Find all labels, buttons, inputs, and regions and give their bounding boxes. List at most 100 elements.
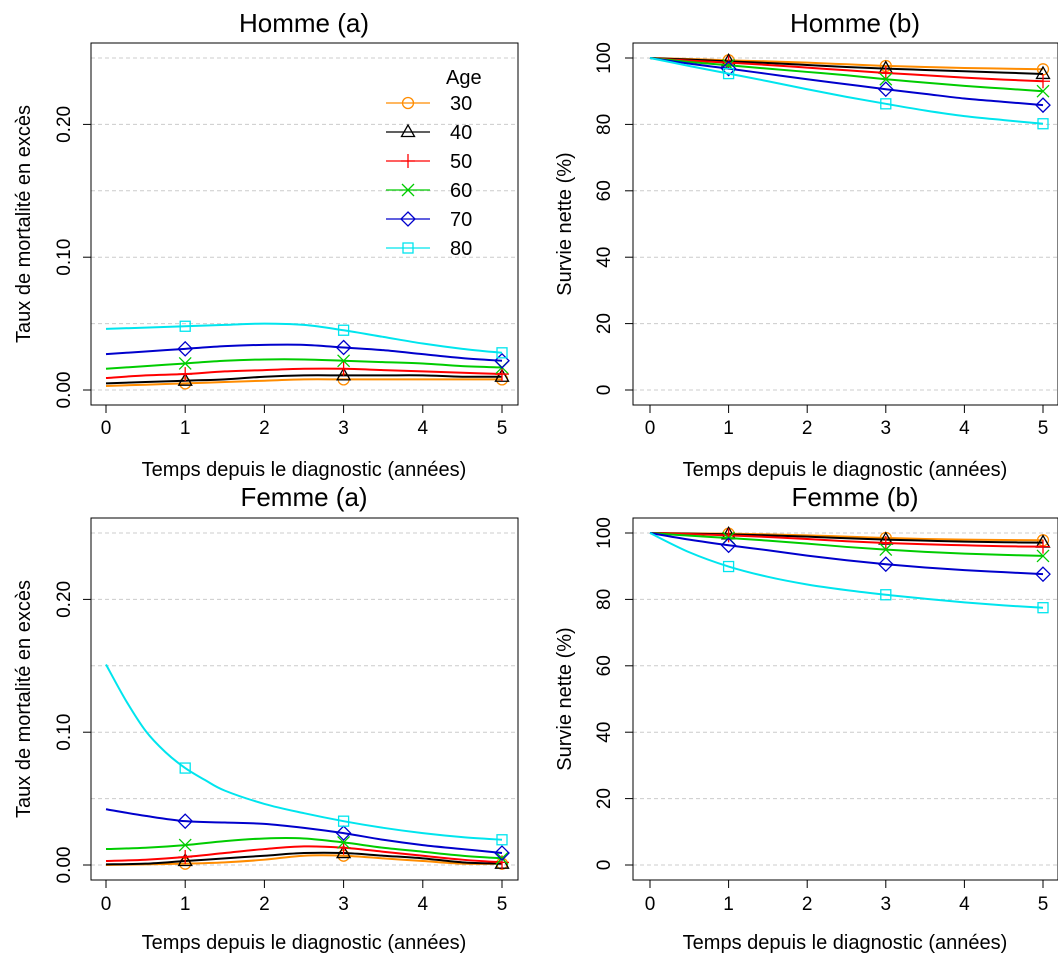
series-line [105, 845, 503, 864]
data-point-marker [1036, 84, 1050, 98]
series-70 [105, 808, 510, 861]
data-point-marker [1035, 97, 1051, 114]
data-point-marker [880, 589, 892, 601]
data-point-marker [179, 320, 191, 332]
data-point-marker [179, 762, 191, 774]
data-point-marker [177, 340, 194, 357]
x-tick-label: 5 [1038, 894, 1049, 915]
data-point-marker [335, 367, 352, 381]
series-line [649, 57, 1044, 75]
x-axis: 0 1 2 3 4 5 [101, 879, 508, 915]
data-point-marker [722, 560, 735, 573]
data-point-marker [177, 813, 194, 830]
x-tick-label: 0 [645, 894, 656, 915]
chart-title: Femme (a) [240, 482, 367, 512]
x-tick-label: 4 [418, 894, 429, 915]
data-point-marker [178, 850, 193, 865]
data-point-marker [337, 324, 350, 336]
legend-marker [400, 123, 416, 138]
y-tick-label: 0.00 [54, 372, 75, 409]
y-axis: 0.00 0.10 0.20 [54, 106, 92, 409]
x-tick-label: 0 [645, 418, 656, 439]
series-40 [105, 367, 510, 386]
y-tick-label: 80 [594, 589, 615, 610]
series-70 [105, 339, 510, 369]
data-point-marker [337, 815, 350, 827]
grid [633, 57, 1058, 391]
y-axis-label: Taux de mortalité en excès [13, 105, 35, 343]
legend-title: Age [446, 67, 482, 89]
series-80 [105, 320, 508, 359]
grid [91, 57, 518, 391]
x-tick-label: 0 [101, 894, 112, 915]
chart-title: Homme (a) [239, 8, 369, 38]
x-axis-label: Temps depuis le diagnostic (années) [683, 932, 1008, 954]
legend-entry-70: 70 [386, 209, 472, 231]
series-line [105, 854, 503, 866]
data-point-marker [495, 367, 509, 382]
grid [91, 532, 518, 866]
y-axis-label: Survie nette (%) [554, 152, 576, 295]
legend-entry-80: 80 [386, 238, 472, 260]
x-tick-label: 3 [881, 418, 892, 439]
legend-label: 50 [450, 151, 472, 173]
data-point-marker [1036, 549, 1050, 563]
x-tick-label: 4 [418, 418, 429, 439]
x-tick-label: 4 [959, 894, 970, 915]
legend-marker [401, 96, 415, 110]
data-point-marker [177, 852, 193, 867]
data-point-marker [1036, 539, 1050, 554]
legend-entry-50: 50 [386, 151, 472, 173]
series-line [649, 532, 1044, 576]
y-axis-label: Taux de mortalité en excès [13, 580, 35, 818]
data-point-marker [1037, 118, 1049, 130]
y-tick-label: 0 [594, 385, 615, 396]
y-tick-label: 20 [594, 788, 615, 809]
legend-entry-40: 40 [386, 122, 472, 144]
x-tick-label: 2 [259, 418, 270, 439]
y-tick-label: 60 [594, 655, 615, 676]
y-tick-label: 0.00 [54, 847, 75, 884]
x-axis-label: Temps depuis le diagnostic (années) [683, 459, 1008, 481]
data-point-marker [879, 543, 893, 557]
data-point-marker [177, 372, 193, 386]
legend-entry-60: 60 [386, 180, 472, 202]
series-line [105, 343, 503, 362]
series-line [105, 663, 503, 841]
data-point-marker [1036, 74, 1050, 89]
series-line [649, 57, 1044, 107]
x-tick-label: 1 [723, 418, 734, 439]
data-point-marker [494, 845, 510, 861]
series-50 [105, 361, 509, 382]
x-tick-label: 3 [338, 418, 349, 439]
series-line [105, 367, 503, 380]
data-point-marker [337, 354, 351, 368]
series-80 [649, 532, 1049, 614]
y-tick-label: 80 [594, 114, 615, 135]
legend-entry-30: 30 [386, 93, 472, 115]
series-line [105, 851, 503, 866]
grid [633, 532, 1058, 866]
legend-label: 80 [450, 238, 472, 260]
data-point-marker [721, 528, 736, 543]
x-tick-label: 0 [101, 418, 112, 439]
data-point-marker [335, 844, 352, 859]
data-point-marker [336, 361, 351, 376]
x-tick-label: 5 [497, 894, 508, 915]
panel-2: 0 1 2 3 4 5 0 20 40 60 80 100 Homme (b) Temps depuis … [554, 8, 1058, 481]
data-point-marker [879, 72, 893, 86]
y-axis: 0 20 40 60 80 100 [594, 517, 634, 870]
legend: Age 30 40 50 60 70 80 [386, 67, 482, 260]
series-line [649, 57, 1044, 125]
data-point-marker [877, 81, 894, 98]
series-60 [105, 835, 509, 865]
data-point-marker [722, 67, 735, 80]
x-axis: 0 1 2 3 4 5 [645, 879, 1049, 915]
x-tick-label: 2 [259, 894, 270, 915]
y-tick-label: 20 [594, 313, 615, 334]
series-80 [105, 663, 508, 846]
x-tick-label: 3 [338, 894, 349, 915]
data-point-marker [496, 347, 508, 359]
legend-marker [401, 154, 415, 168]
